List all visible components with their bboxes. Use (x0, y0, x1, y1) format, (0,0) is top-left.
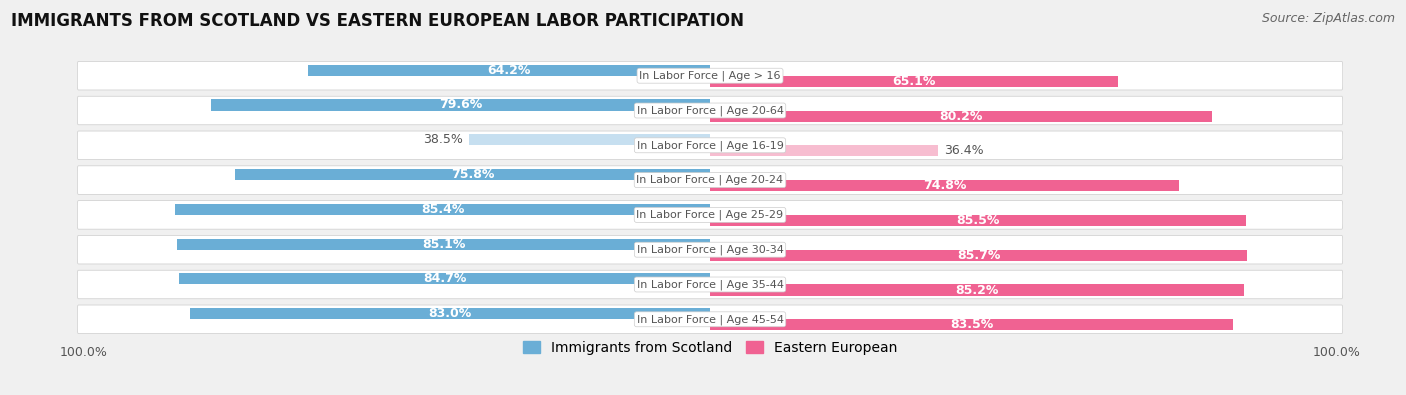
Text: 85.1%: 85.1% (422, 238, 465, 251)
FancyBboxPatch shape (77, 166, 1343, 194)
Bar (468, 134, 710, 145)
Text: In Labor Force | Age 30-34: In Labor Force | Age 30-34 (637, 245, 783, 255)
Text: 75.8%: 75.8% (451, 168, 495, 181)
Text: 79.6%: 79.6% (439, 98, 482, 111)
Text: 38.5%: 38.5% (423, 133, 463, 146)
Text: 36.4%: 36.4% (945, 144, 984, 157)
Bar (235, 169, 710, 180)
Text: 85.4%: 85.4% (420, 203, 464, 216)
Text: In Labor Force | Age 35-44: In Labor Force | Age 35-44 (637, 279, 783, 290)
Text: In Labor Force | Age > 16: In Labor Force | Age > 16 (640, 70, 780, 81)
Text: 83.0%: 83.0% (429, 307, 471, 320)
FancyBboxPatch shape (77, 96, 1343, 125)
Bar (177, 239, 710, 250)
FancyBboxPatch shape (77, 270, 1343, 299)
Text: IMMIGRANTS FROM SCOTLAND VS EASTERN EUROPEAN LABOR PARTICIPATION: IMMIGRANTS FROM SCOTLAND VS EASTERN EURO… (11, 12, 744, 30)
FancyBboxPatch shape (77, 305, 1343, 333)
Bar (710, 319, 1233, 331)
Bar (710, 215, 1246, 226)
Text: In Labor Force | Age 25-29: In Labor Force | Age 25-29 (637, 210, 783, 220)
Text: 65.1%: 65.1% (893, 75, 935, 88)
FancyBboxPatch shape (77, 131, 1343, 160)
Text: 80.2%: 80.2% (939, 109, 983, 122)
Text: In Labor Force | Age 20-24: In Labor Force | Age 20-24 (637, 175, 783, 185)
Text: 74.8%: 74.8% (922, 179, 966, 192)
Bar (211, 100, 710, 111)
Text: 64.2%: 64.2% (488, 64, 530, 77)
Text: 85.2%: 85.2% (955, 284, 998, 297)
Text: 83.5%: 83.5% (950, 318, 993, 331)
Bar (710, 145, 938, 156)
Bar (710, 180, 1178, 191)
Text: Source: ZipAtlas.com: Source: ZipAtlas.com (1261, 12, 1395, 25)
FancyBboxPatch shape (77, 201, 1343, 229)
Legend: Immigrants from Scotland, Eastern European: Immigrants from Scotland, Eastern Europe… (517, 335, 903, 360)
Bar (190, 308, 710, 319)
Bar (710, 250, 1247, 261)
Bar (180, 273, 710, 284)
Text: 85.7%: 85.7% (956, 249, 1000, 262)
Bar (308, 64, 710, 76)
Bar (710, 284, 1244, 295)
FancyBboxPatch shape (77, 62, 1343, 90)
FancyBboxPatch shape (77, 235, 1343, 264)
Text: In Labor Force | Age 45-54: In Labor Force | Age 45-54 (637, 314, 783, 325)
Bar (710, 76, 1118, 87)
Text: 84.7%: 84.7% (423, 273, 467, 286)
Text: In Labor Force | Age 20-64: In Labor Force | Age 20-64 (637, 105, 783, 116)
Text: In Labor Force | Age 16-19: In Labor Force | Age 16-19 (637, 140, 783, 150)
Bar (176, 204, 710, 215)
Text: 85.5%: 85.5% (956, 214, 1000, 227)
Bar (710, 111, 1212, 122)
